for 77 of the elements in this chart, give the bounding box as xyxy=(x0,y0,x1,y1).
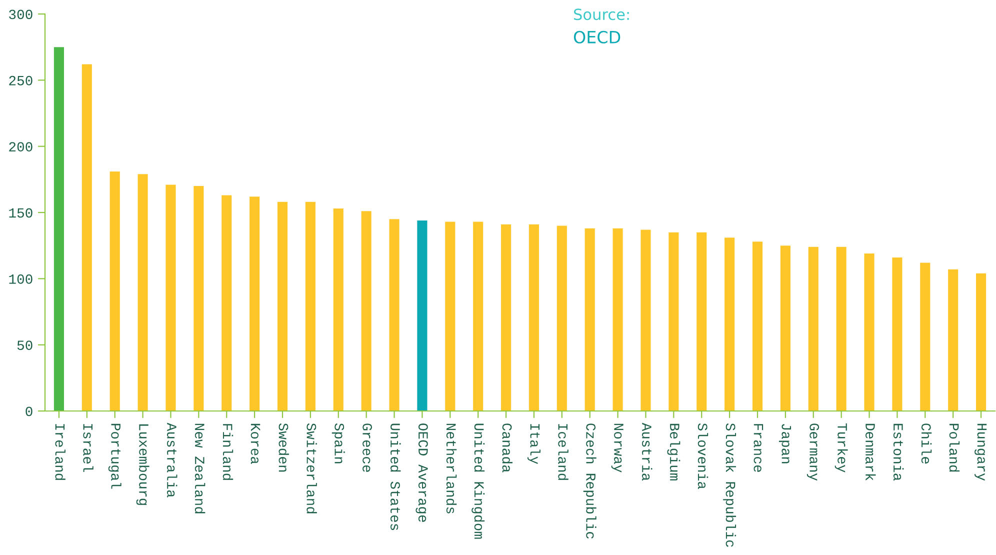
x-tick-label: United States xyxy=(390,424,401,530)
x-tick-label: Sweden xyxy=(278,423,289,472)
bar xyxy=(501,224,512,411)
x-tick-label: Slovenia xyxy=(698,423,708,490)
x-tick-label: Iceland xyxy=(558,424,568,480)
bar xyxy=(361,211,372,411)
x-tick-label: Australia xyxy=(167,422,178,498)
bar xyxy=(222,195,232,411)
bar xyxy=(696,232,707,411)
bar xyxy=(584,228,595,411)
y-tick-label: 0 xyxy=(26,406,32,416)
y-tick-label: 300 xyxy=(9,10,32,20)
bar xyxy=(640,230,651,411)
bar xyxy=(612,228,623,411)
x-tick-label: Israel xyxy=(83,424,94,472)
annotation: OECD xyxy=(574,30,620,44)
bar xyxy=(110,171,120,411)
x-tick-label: United Kingdom xyxy=(472,424,485,539)
x-tick-label: Canada xyxy=(502,424,513,472)
bar xyxy=(808,246,818,411)
annotation: Source: xyxy=(574,8,629,20)
x-tick-label: Switzerland xyxy=(306,423,317,514)
x-tick-label: Italy xyxy=(527,424,540,464)
x-tick-label: Belgium xyxy=(667,424,680,480)
x-tick-label: Hungary xyxy=(974,424,987,481)
bar xyxy=(277,202,288,411)
x-tick-label: Germany xyxy=(806,424,820,481)
bar xyxy=(389,219,400,411)
x-tick-label: Portugal xyxy=(108,424,122,489)
x-tick-label: Japan xyxy=(778,424,791,464)
bar xyxy=(920,262,930,411)
bar xyxy=(752,242,763,411)
bar xyxy=(864,254,874,411)
x-tick-label: Netherlands xyxy=(446,424,457,514)
x-tick-label: Slovak Republic xyxy=(723,423,736,547)
x-tick-label: OECD Average xyxy=(416,424,428,522)
x-tick-label: Denmark xyxy=(866,424,876,480)
bar xyxy=(82,64,92,411)
bar xyxy=(836,246,846,411)
x-tick-label: Greece xyxy=(362,424,372,472)
bar xyxy=(138,174,148,411)
bar xyxy=(528,224,539,411)
x-tick-label: Czech Republic xyxy=(583,424,596,538)
x-tick-label: Poland xyxy=(949,424,960,472)
bar xyxy=(976,273,986,411)
x-tick-label: France xyxy=(754,424,764,472)
x-tick-label: Turkey xyxy=(834,423,848,472)
x-tick-label: Korea xyxy=(250,424,260,464)
y-tick-label: 200 xyxy=(9,142,32,152)
bar xyxy=(780,246,790,411)
x-tick-label: Luxembourg xyxy=(136,424,150,505)
bar xyxy=(724,238,735,411)
x-tick-label: New Zealand xyxy=(194,424,206,514)
bar xyxy=(948,269,958,411)
bar xyxy=(194,186,204,411)
x-tick-label: Norway xyxy=(611,424,624,472)
bar xyxy=(250,196,260,411)
bar xyxy=(333,208,344,411)
x-tick-label: Finland xyxy=(222,424,234,480)
x-tick-label: Austria xyxy=(642,422,652,481)
x-tick-label: Chile xyxy=(921,424,932,464)
x-tick-label: Ireland xyxy=(55,424,66,480)
bar xyxy=(668,232,679,411)
bar xyxy=(556,226,567,411)
bar xyxy=(54,47,64,411)
y-tick-label: 50 xyxy=(17,340,32,350)
bar xyxy=(473,222,484,411)
x-tick-label: Estonia xyxy=(893,424,904,481)
y-tick-label: 150 xyxy=(9,208,32,218)
bar xyxy=(417,220,428,411)
x-tick-label: Spain xyxy=(332,423,345,464)
y-tick-label: 100 xyxy=(9,274,32,284)
bar xyxy=(305,202,316,411)
bar xyxy=(445,222,456,411)
bar xyxy=(892,257,902,411)
bar xyxy=(166,184,176,411)
y-tick-label: 250 xyxy=(9,76,32,86)
